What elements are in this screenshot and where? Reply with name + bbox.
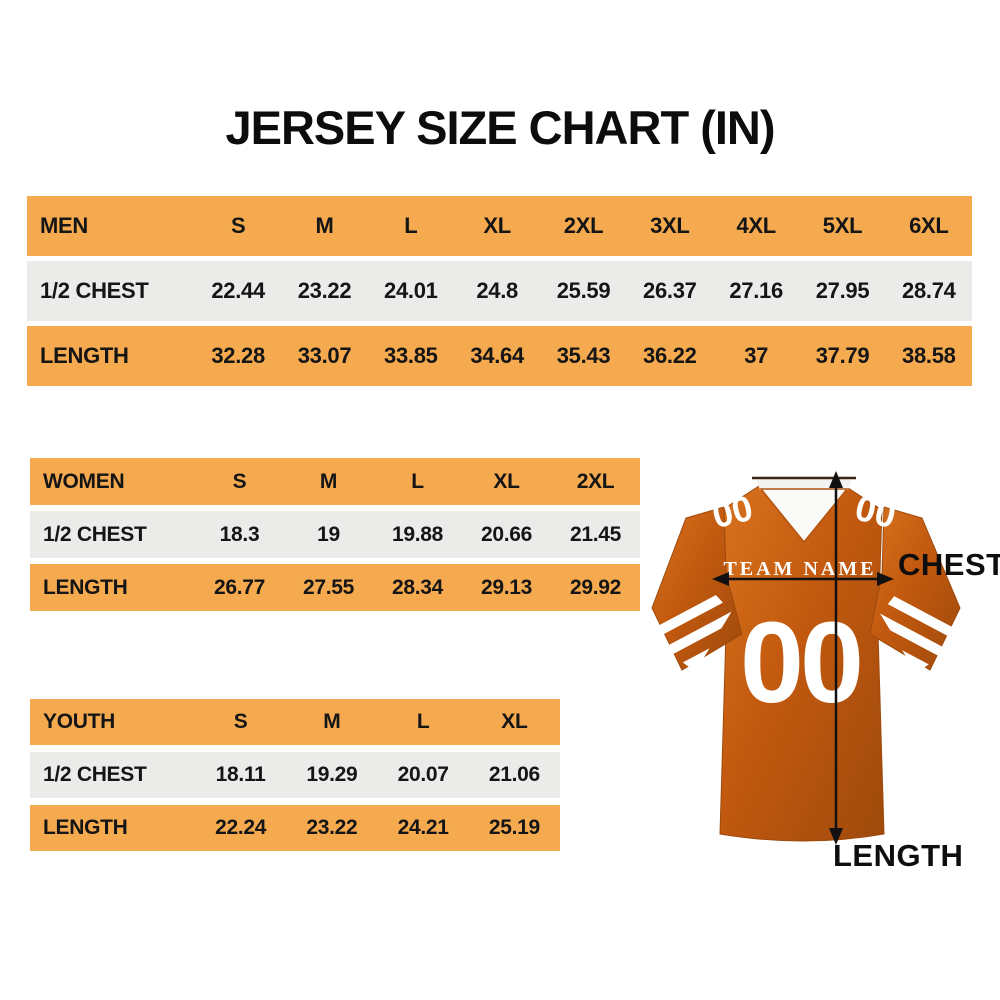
size-header-cell: M: [323, 710, 341, 733]
table-row: 1/2 CHEST 22.44 23.22 24.01 24.8 25.59 26.37 27…: [27, 261, 972, 321]
table-title: MEN: [40, 213, 88, 238]
value-cell: 24.21: [397, 816, 449, 839]
collar-back: [756, 478, 852, 490]
value-cell: 24.8: [476, 278, 518, 303]
size-header-cell: S: [230, 213, 246, 238]
value-cell: 21.45: [569, 522, 622, 546]
chest-label: CHEST: [898, 547, 1000, 582]
value-cell: 21.06: [488, 763, 540, 786]
table-row: LENGTH 22.24 23.22 24.21 25.19: [30, 805, 560, 851]
left-shoulder-number: 00: [708, 487, 757, 536]
size-header-cell: 6XL: [909, 213, 949, 238]
value-cell: 37: [744, 343, 769, 368]
size-header-cell: 3XL: [650, 213, 690, 238]
value-cell: 19: [317, 522, 340, 546]
table-row: LENGTH 26.77 27.55 28.34 29.13 29.92: [30, 564, 640, 611]
value-cell: 22.44: [211, 278, 265, 303]
value-cell: 24.01: [384, 278, 438, 303]
value-cell: 22.24: [215, 816, 267, 839]
page-title: JERSEY SIZE CHART (IN): [225, 101, 775, 154]
value-cell: 25.19: [488, 816, 540, 839]
value-cell: 23.22: [297, 278, 352, 303]
value-cell: 35.43: [556, 343, 611, 368]
size-header-cell: L: [411, 469, 424, 493]
row-label: 1/2 CHEST: [43, 763, 147, 786]
value-cell: 18.11: [215, 763, 266, 786]
size-header-cell: 2XL: [563, 213, 604, 238]
table-row: 1/2 CHEST 18.11 19.29 20.07 21.06: [30, 752, 560, 798]
row-label: LENGTH: [43, 816, 128, 839]
row-label: LENGTH: [43, 575, 128, 599]
size-header-cell: XL: [501, 710, 528, 733]
value-cell: 27.16: [729, 278, 783, 303]
men-size-table: MEN S M L XL 2XL 3XL 4XL 5XL 6XL 1/2 CHEST 22.44 23.…: [27, 196, 972, 386]
value-cell: 29.13: [480, 575, 533, 599]
size-header-cell: 5XL: [822, 213, 863, 238]
size-header-cell: S: [232, 469, 247, 493]
value-cell: 38.58: [902, 343, 956, 368]
value-cell: 26.37: [643, 278, 697, 303]
team-name-text: TEAM NAME: [723, 558, 876, 580]
size-header-cell: M: [319, 469, 338, 493]
table-row: WOMEN S M L XL 2XL: [30, 458, 640, 505]
value-cell: 33.07: [297, 343, 352, 368]
row-label: 1/2 CHEST: [40, 278, 149, 303]
table-row: LENGTH 32.28 33.07 33.85 34.64 35.43 36.22 37 37…: [27, 326, 972, 386]
chest-arrow: [712, 572, 894, 586]
value-cell: 36.22: [643, 343, 697, 368]
value-cell: 32.28: [211, 343, 265, 368]
size-header-cell: L: [416, 710, 430, 733]
value-cell: 27.55: [302, 575, 355, 599]
value-cell: 26.77: [213, 575, 266, 599]
value-cell: 34.64: [470, 343, 524, 368]
size-header-cell: 4XL: [736, 213, 776, 238]
table-row: MEN S M L XL 2XL 3XL 4XL 5XL 6XL: [27, 196, 972, 256]
table-row: 1/2 CHEST 18.3 19 19.88 20.66 21.45: [30, 511, 640, 558]
value-cell: 23.22: [306, 816, 358, 839]
value-cell: 27.95: [815, 278, 870, 303]
women-size-table: WOMEN S M L XL 2XL 1/2 CHEST 18.3 19 19.88 20.66 21…: [30, 458, 640, 611]
table-title: WOMEN: [43, 469, 125, 493]
collar-v-inset: [759, 488, 849, 544]
value-cell: 28.34: [391, 575, 444, 599]
size-header-cell: M: [315, 213, 334, 238]
length-arrow: [829, 471, 843, 845]
value-cell: 19.88: [391, 522, 444, 546]
row-label: LENGTH: [40, 343, 129, 368]
size-header-cell: 2XL: [576, 469, 615, 493]
value-cell: 28.74: [902, 278, 956, 303]
length-label: LENGTH: [833, 838, 963, 873]
table-title: YOUTH: [43, 710, 116, 733]
value-cell: 20.66: [480, 522, 533, 546]
value-cell: 18.3: [219, 522, 260, 546]
value-cell: 19.29: [306, 763, 358, 786]
value-cell: 33.85: [384, 343, 438, 368]
size-header-cell: XL: [483, 213, 511, 238]
jersey-diagram: 00 00 TEAM NAME 00 CHEST LENGTH: [611, 471, 1000, 873]
table-row: YOUTH S M L XL: [30, 699, 560, 745]
size-header-cell: S: [233, 710, 248, 733]
size-header-cell: XL: [493, 469, 520, 493]
youth-size-table: YOUTH S M L XL 1/2 CHEST 18.11 19.29 20.07 21.06 L…: [30, 699, 560, 851]
jersey-illustration: 00 00 TEAM NAME 00 CHEST LENGTH: [611, 462, 1000, 877]
value-cell: 25.59: [556, 278, 611, 303]
size-header-cell: L: [404, 213, 418, 238]
value-cell: 29.92: [569, 575, 622, 599]
right-shoulder-number: 00: [851, 487, 900, 536]
row-label: 1/2 CHEST: [43, 522, 147, 546]
chest-number: 00: [740, 599, 860, 727]
value-cell: 20.07: [397, 763, 449, 786]
value-cell: 37.79: [815, 343, 870, 368]
